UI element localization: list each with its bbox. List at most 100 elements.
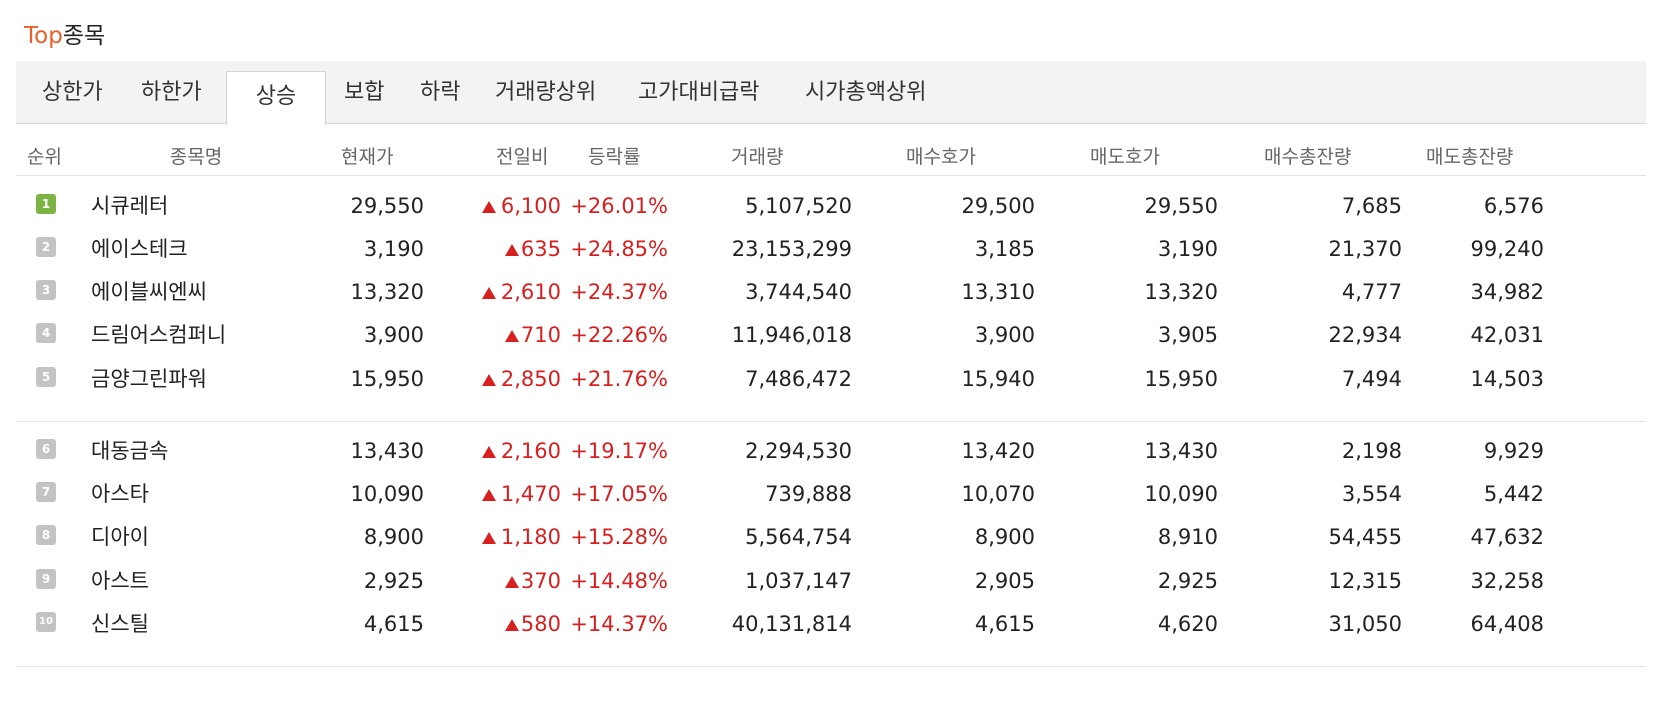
- ask-total-volume: 6,576: [1483, 194, 1544, 218]
- bid-total-volume: 4,777: [1341, 280, 1402, 304]
- bid-price: 10,070: [961, 482, 1035, 506]
- up-triangle-icon: [481, 201, 496, 213]
- column-header: 매수총잔량: [1264, 146, 1352, 168]
- column-header: 전일비: [496, 146, 549, 168]
- rank-badge: 5: [36, 367, 56, 387]
- tab-2[interactable]: 하한가: [141, 80, 202, 105]
- stock-name-link[interactable]: 대동금속: [91, 439, 169, 463]
- ask-price: 13,430: [1144, 439, 1218, 463]
- up-triangle-icon: [481, 287, 496, 299]
- change-rate: +26.01%: [570, 194, 668, 218]
- up-triangle-icon: [481, 489, 496, 501]
- bid-price: 15,940: [961, 367, 1035, 391]
- tab-1[interactable]: 상한가: [42, 80, 103, 105]
- column-header: 매도호가: [1090, 146, 1160, 168]
- tab-6[interactable]: 거래량상위: [495, 80, 597, 105]
- bid-total-volume: 7,685: [1341, 194, 1402, 218]
- bid-price: 8,900: [974, 525, 1035, 549]
- column-header: 등락률: [588, 146, 641, 168]
- tab-bar: 상한가 하한가 상승 보합 하락 거래량상위 고가대비급락 시가총액상위: [16, 61, 1646, 125]
- stock-name-link[interactable]: 시큐레터: [91, 194, 169, 218]
- change-value: 1,470: [500, 482, 561, 506]
- tab-7[interactable]: 고가대비급락: [638, 80, 760, 105]
- bid-total-volume: 22,934: [1328, 323, 1402, 347]
- volume: 5,107,520: [745, 194, 852, 218]
- ask-price: 15,950: [1144, 367, 1218, 391]
- bid-price: 3,900: [974, 323, 1035, 347]
- change-rate: +17.05%: [570, 482, 668, 506]
- rank-badge: 9: [36, 569, 56, 589]
- ask-price: 3,905: [1157, 323, 1218, 347]
- ask-total-volume: 14,503: [1470, 367, 1544, 391]
- table-bottom-divider: [16, 666, 1646, 667]
- up-triangle-icon: [481, 446, 496, 458]
- ask-price: 3,190: [1157, 237, 1218, 261]
- stock-name-link[interactable]: 아스트: [91, 569, 149, 593]
- current-price: 15,950: [350, 367, 424, 391]
- current-price: 29,550: [350, 194, 424, 218]
- current-price: 3,900: [363, 323, 424, 347]
- ask-total-volume: 42,031: [1470, 323, 1544, 347]
- ask-total-volume: 32,258: [1470, 569, 1544, 593]
- bid-price: 13,310: [961, 280, 1035, 304]
- up-triangle-icon: [504, 244, 519, 256]
- ask-price: 8,910: [1157, 525, 1218, 549]
- volume: 1,037,147: [745, 569, 852, 593]
- current-price: 3,190: [363, 237, 424, 261]
- rank-badge: 2: [36, 237, 56, 257]
- title-accent: Top: [24, 23, 63, 49]
- stock-name-link[interactable]: 금양그린파워: [91, 367, 207, 391]
- volume: 5,564,754: [745, 525, 852, 549]
- ask-total-volume: 34,982: [1470, 280, 1544, 304]
- up-triangle-icon: [504, 619, 519, 631]
- stock-name-link[interactable]: 디아이: [91, 525, 149, 549]
- tab-8[interactable]: 시가총액상위: [805, 80, 927, 105]
- rank-badge: 10: [36, 612, 56, 632]
- change-rate: +14.37%: [570, 612, 668, 636]
- column-header: 거래량: [731, 146, 784, 168]
- volume: 2,294,530: [745, 439, 852, 463]
- bid-price: 3,185: [974, 237, 1035, 261]
- bid-total-volume: 3,554: [1341, 482, 1402, 506]
- bid-total-volume: 31,050: [1328, 612, 1402, 636]
- stock-name-link[interactable]: 에이블씨엔씨: [91, 280, 207, 304]
- rank-badge: 6: [36, 439, 56, 459]
- change-rate: +21.76%: [570, 367, 668, 391]
- ask-total-volume: 9,929: [1483, 439, 1544, 463]
- column-header: 순위: [27, 146, 62, 168]
- rank-badge: 1: [36, 194, 56, 214]
- ask-total-volume: 47,632: [1470, 525, 1544, 549]
- tab-4[interactable]: 보합: [344, 80, 385, 105]
- tab-3[interactable]: 상승: [226, 71, 326, 125]
- volume: 40,131,814: [731, 612, 852, 636]
- volume: 11,946,018: [731, 323, 852, 347]
- bid-total-volume: 12,315: [1328, 569, 1402, 593]
- stock-name-link[interactable]: 에이스테크: [91, 237, 188, 261]
- volume: 7,486,472: [745, 367, 852, 391]
- change-rate: +24.85%: [570, 237, 668, 261]
- stock-name-link[interactable]: 아스타: [91, 482, 149, 506]
- stock-name-link[interactable]: 드림어스컴퍼니: [91, 323, 227, 347]
- bid-total-volume: 21,370: [1328, 237, 1402, 261]
- change-value: 2,850: [500, 367, 561, 391]
- stock-name-link[interactable]: 신스틸: [91, 612, 149, 636]
- bid-price: 2,905: [974, 569, 1035, 593]
- rank-badge: 8: [36, 525, 56, 545]
- tab-5[interactable]: 하락: [420, 80, 461, 105]
- up-triangle-icon: [504, 576, 519, 588]
- bid-total-volume: 2,198: [1341, 439, 1402, 463]
- change-value: 6,100: [500, 194, 561, 218]
- change-value: 370: [520, 569, 561, 593]
- column-header: 매수호가: [906, 146, 976, 168]
- ask-price: 10,090: [1144, 482, 1218, 506]
- volume: 23,153,299: [731, 237, 852, 261]
- column-header: 현재가: [341, 146, 394, 168]
- up-triangle-icon: [504, 330, 519, 342]
- change-rate: +14.48%: [570, 569, 668, 593]
- current-price: 10,090: [350, 482, 424, 506]
- ask-total-volume: 64,408: [1470, 612, 1544, 636]
- current-price: 4,615: [363, 612, 424, 636]
- change-value: 2,160: [500, 439, 561, 463]
- change-rate: +15.28%: [570, 525, 668, 549]
- bid-price: 13,420: [961, 439, 1035, 463]
